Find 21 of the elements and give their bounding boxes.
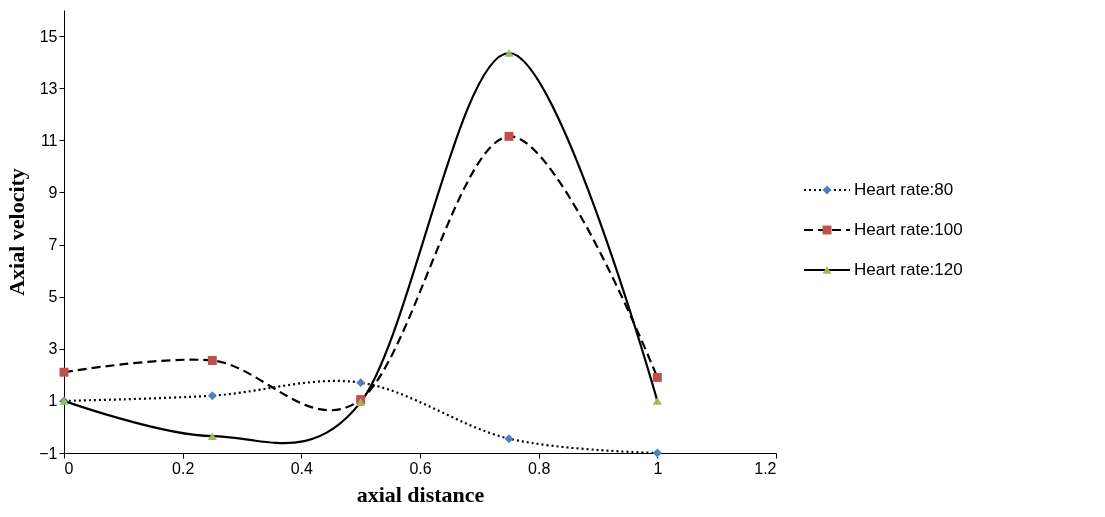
y-tick-label: −1: [39, 444, 58, 462]
x-axis-title: axial distance: [356, 481, 485, 507]
x-tick-label: 0.2: [172, 459, 195, 477]
y-axis-title: Axial velocity: [4, 168, 30, 296]
y-tick-label: 1: [48, 392, 58, 410]
y-tick-label: 5: [48, 288, 58, 306]
x-tick-label: 0.4: [290, 459, 314, 477]
x-tick-label: 1: [653, 459, 663, 477]
x-tick-label: 0.6: [409, 459, 432, 477]
y-tick-label: 3: [48, 340, 58, 358]
y-tick-label: 15: [39, 27, 58, 45]
y-tick-label: 13: [39, 79, 58, 97]
y-tick-label: 9: [48, 183, 58, 201]
x-tick-label: 0: [64, 459, 74, 477]
x-tick-label: 1.2: [754, 459, 777, 477]
legend-label: Heart rate:120: [854, 260, 963, 279]
x-tick-label: 0.8: [528, 459, 551, 477]
legend-label: Heart rate:80: [854, 180, 954, 199]
legend-label: Heart rate:100: [854, 220, 963, 239]
y-tick-label: 11: [40, 131, 58, 149]
y-tick-label: 7: [48, 236, 58, 254]
